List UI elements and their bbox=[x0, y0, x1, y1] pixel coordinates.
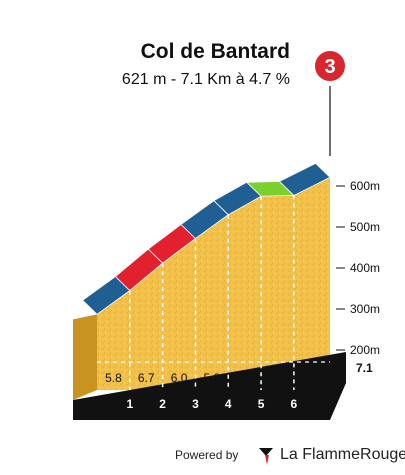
km-tick-label: 2 bbox=[159, 397, 166, 411]
km-tick-label: 1 bbox=[126, 397, 133, 411]
profile-base bbox=[73, 352, 346, 420]
flamme-rouge-logo-icon bbox=[259, 448, 273, 465]
altitude-tick-label: 500m bbox=[350, 220, 380, 234]
km-tick-label: 5 bbox=[258, 397, 265, 411]
km-tick-label: 6 bbox=[291, 397, 298, 411]
segment-gradient-label: 0.2 bbox=[269, 371, 286, 385]
km-tick-label: 4 bbox=[225, 397, 232, 411]
category-badge-icon bbox=[313, 49, 347, 83]
segment-gradient-label: 5.8 bbox=[105, 371, 122, 385]
segment-gradient-label: 6.7 bbox=[138, 371, 155, 385]
segment-gradient-label: 4.5 bbox=[236, 371, 253, 385]
total-distance-label: 7.1 bbox=[356, 361, 373, 375]
altitude-tick-label: 600m bbox=[350, 179, 380, 193]
category-badge-label: 3 bbox=[324, 56, 335, 78]
powered-by-label: Powered by bbox=[175, 448, 239, 462]
climb-stats: 621 m - 7.1 Km à 4.7 % bbox=[121, 71, 290, 88]
gradient-band-segment bbox=[278, 162, 331, 196]
climb-title: Col de Bantard bbox=[140, 40, 290, 63]
km-tick-label: 3 bbox=[192, 397, 199, 411]
altitude-tick-label: 200m bbox=[350, 343, 380, 357]
altitude-tick-label: 400m bbox=[350, 261, 380, 275]
terrain-fill bbox=[97, 177, 330, 390]
segment-gradient-label: 6.0 bbox=[171, 371, 188, 385]
segment-gradient-label: 5.8 bbox=[204, 371, 221, 385]
segment-gradient-label: 3.9 bbox=[302, 371, 319, 385]
brand-name[interactable]: La FlammeRouge bbox=[280, 446, 405, 463]
terrain-side-wall bbox=[73, 314, 97, 400]
altitude-tick-label: 300m bbox=[350, 302, 380, 316]
